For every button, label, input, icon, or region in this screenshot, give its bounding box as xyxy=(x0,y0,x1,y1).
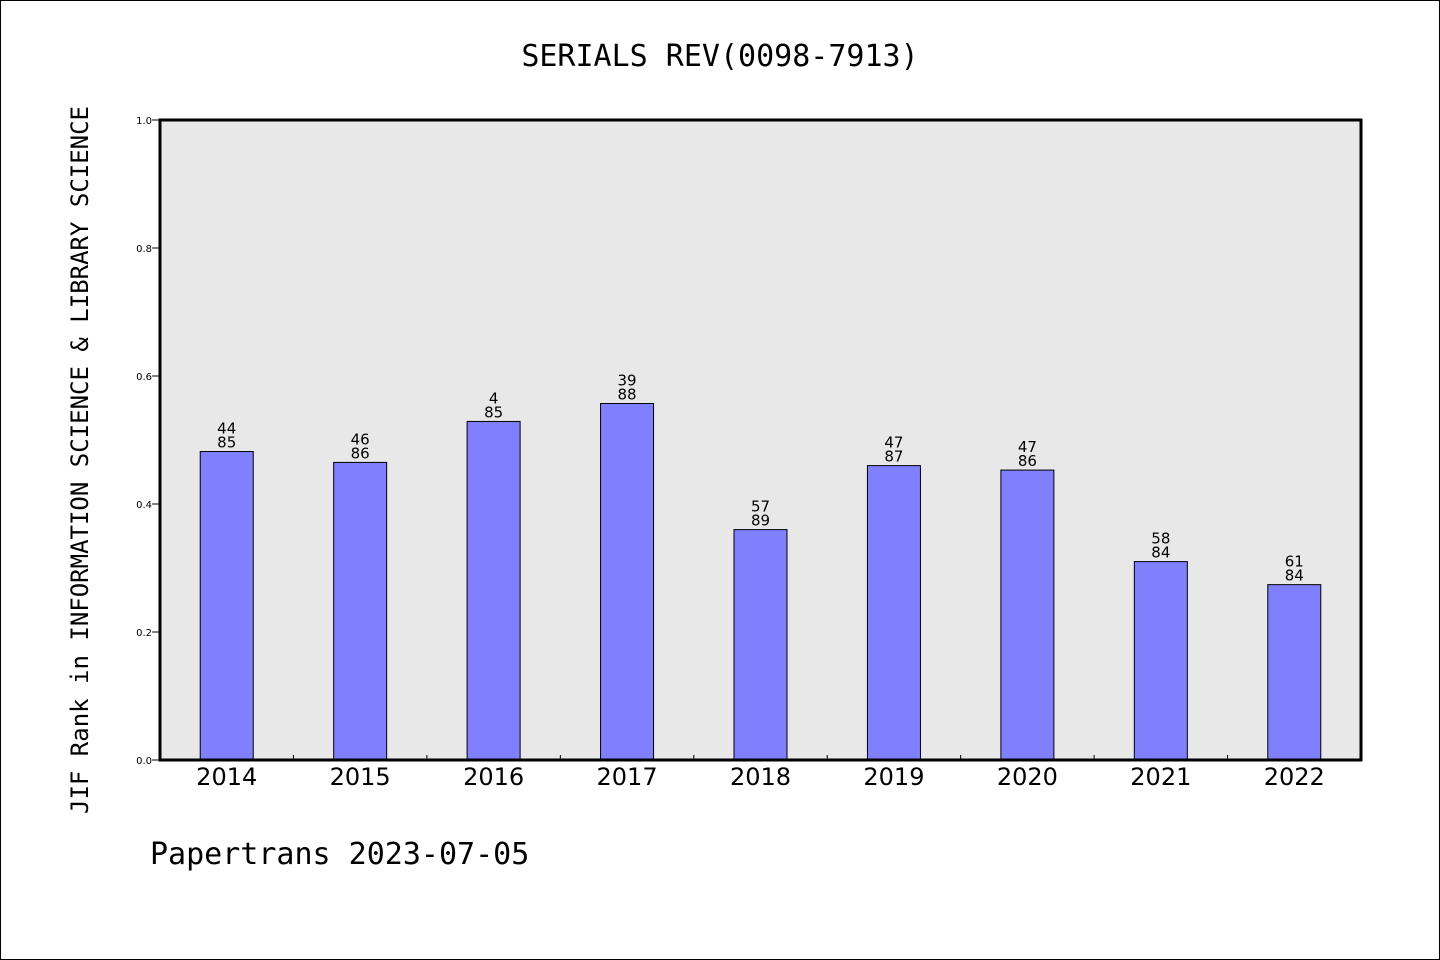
y-tick-label: 1.0 xyxy=(136,116,152,127)
bar-2022 xyxy=(1267,584,1322,761)
bar-total-label: 84 xyxy=(1151,544,1170,562)
x-tick-label: 2019 xyxy=(863,763,924,791)
bar-total-label: 87 xyxy=(884,448,903,466)
bar-total-label: 89 xyxy=(751,512,770,530)
bar-rank-label: 4 xyxy=(489,389,499,407)
bar-2017 xyxy=(600,403,655,761)
x-tick-label: 2015 xyxy=(330,763,391,791)
bar-rank-label: 47 xyxy=(1018,438,1037,456)
bar-rank-label: 44 xyxy=(217,420,236,438)
bar-2020 xyxy=(1000,469,1055,761)
x-tick-label: 2017 xyxy=(597,763,658,791)
bar-rank-label: 46 xyxy=(351,430,370,448)
footer-credit: Papertrans 2023-07-05 xyxy=(150,837,529,872)
x-tick-label: 2022 xyxy=(1264,763,1325,791)
bar-rank-label: 58 xyxy=(1151,530,1170,548)
bar-2021 xyxy=(1133,561,1188,761)
chart-title: SERIALS REV(0098-7913) xyxy=(521,39,918,74)
bar-2018 xyxy=(733,529,788,761)
bar-2014 xyxy=(199,451,254,761)
y-tick-label: 0.8 xyxy=(136,244,152,255)
bar-total-label: 88 xyxy=(618,386,637,404)
bar-total-label: 86 xyxy=(1018,452,1037,470)
x-tick-label: 2016 xyxy=(463,763,524,791)
bar-2016 xyxy=(466,420,521,761)
y-axis-label: JIF Rank in INFORMATION SCIENCE & LIBRAR… xyxy=(66,106,94,814)
bars xyxy=(199,403,1322,761)
y-tick-label: 0.4 xyxy=(136,500,152,511)
bar-total-label: 85 xyxy=(217,434,236,452)
bar-2015 xyxy=(333,461,388,761)
y-tick-label: 0.6 xyxy=(136,372,152,383)
bar-rank-label: 61 xyxy=(1285,553,1304,571)
x-tick-label: 2018 xyxy=(730,763,791,791)
x-tick-label: 2021 xyxy=(1130,763,1191,791)
bar-total-label: 84 xyxy=(1285,567,1304,585)
y-axis-ticks: 0.0 0.2 0.4 0.6 0.8 1.0 xyxy=(136,116,160,767)
x-axis-ticks: 2014 2015 2016 2017 2018 2019 2020 2021 2022 xyxy=(196,755,1325,791)
bar-rank-label: 47 xyxy=(884,434,903,452)
y-tick-label: 0.2 xyxy=(136,628,152,639)
y-tick-label: 0.0 xyxy=(136,756,152,767)
bar-rank-label: 57 xyxy=(751,498,770,516)
x-tick-label: 2020 xyxy=(997,763,1058,791)
bar-total-label: 86 xyxy=(351,444,370,462)
bar-rank-label: 39 xyxy=(618,372,637,390)
x-tick-label: 2014 xyxy=(196,763,257,791)
bar-2019 xyxy=(866,465,921,761)
bar-total-label: 85 xyxy=(484,403,503,421)
plot-border xyxy=(158,118,1363,762)
